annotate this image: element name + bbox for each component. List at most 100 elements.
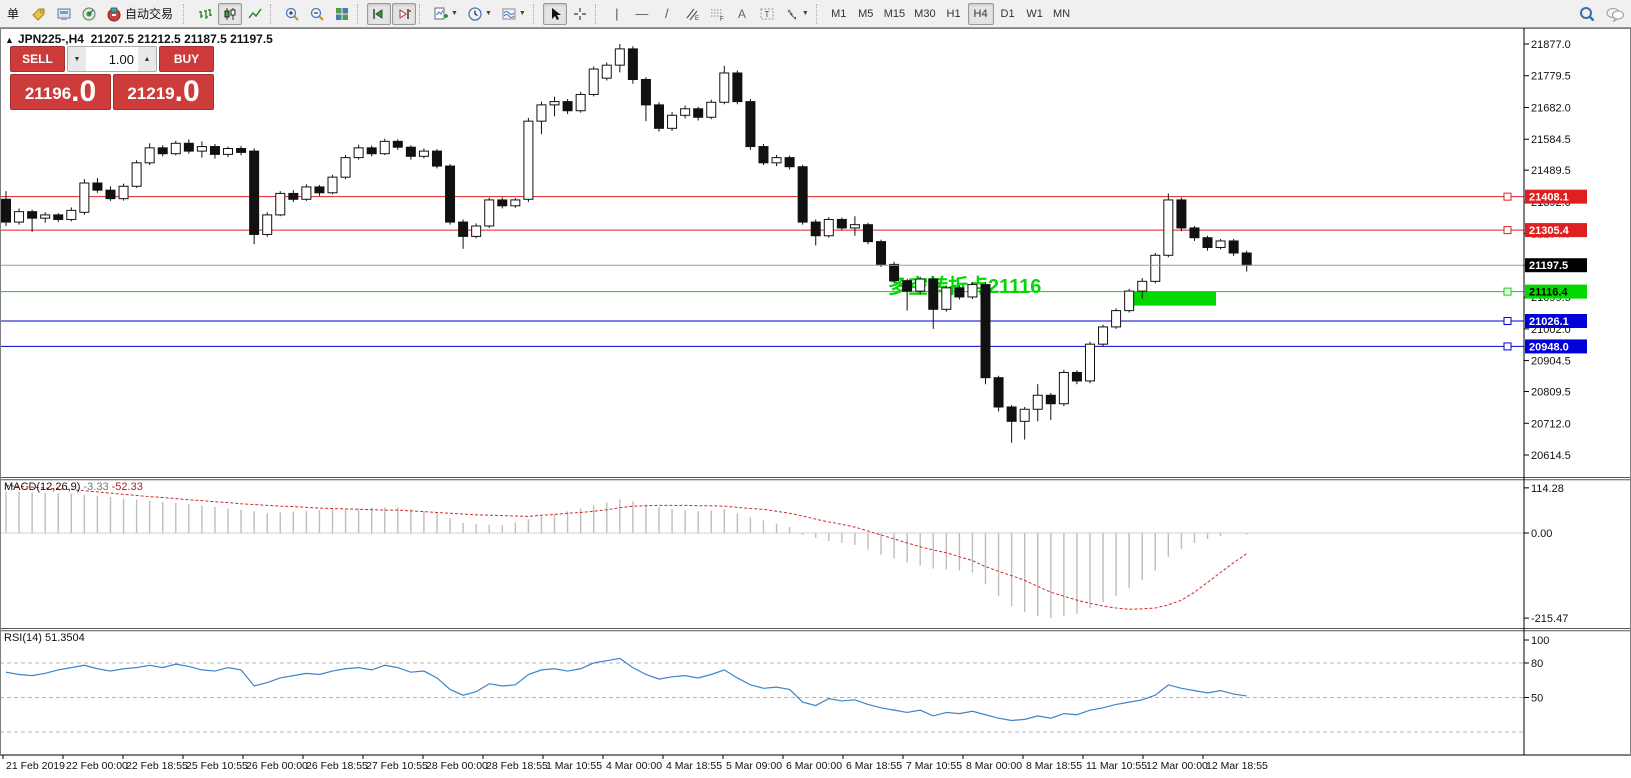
timeframe-h1[interactable]: H1 — [946, 7, 961, 20]
cursor-button[interactable] — [542, 2, 567, 25]
time-tick-label: 11 Mar 10:55 — [1086, 760, 1147, 772]
history-button[interactable] — [52, 3, 76, 25]
candle — [27, 209, 38, 232]
horizontal-line-tool[interactable]: — — [635, 6, 649, 21]
candle — [196, 141, 207, 158]
channel-tool[interactable]: E — [680, 3, 704, 25]
search-button[interactable] — [1574, 3, 1600, 25]
vertical-line-tool[interactable]: | — [615, 6, 619, 21]
time-tick-label: 26 Feb 00:00 — [246, 760, 308, 772]
candle — [497, 197, 508, 209]
candle-chart-button[interactable] — [218, 2, 243, 25]
chart-shift-button[interactable] — [392, 2, 417, 25]
candle — [1150, 253, 1161, 284]
candle — [654, 102, 664, 132]
arrows-icon — [787, 9, 796, 20]
timeframe-m5[interactable]: M5 — [858, 7, 874, 20]
price-tick-label: 21489.5 — [1531, 165, 1571, 177]
highlight-rectangle[interactable] — [1130, 291, 1216, 306]
chart-shift-icon — [399, 8, 412, 19]
price-hline[interactable] — [0, 287, 1524, 296]
text-label-tool[interactable]: T — [755, 3, 779, 25]
toolbar-separator — [815, 3, 823, 24]
price-hline[interactable] — [0, 342, 1524, 351]
candle — [40, 212, 51, 223]
time-tick-label: 25 Feb 10:55 — [186, 760, 248, 772]
candle — [431, 149, 442, 169]
candle — [588, 66, 599, 97]
timeframe-m30[interactable]: M30 — [914, 7, 936, 20]
templates-button[interactable]: ▼ — [497, 3, 530, 25]
sell-button[interactable]: SELL — [10, 46, 65, 72]
volume-increase-button[interactable]: ▲ — [138, 47, 156, 71]
timeframe-m15[interactable]: M15 — [883, 7, 906, 20]
candle-chart-icon — [224, 7, 236, 20]
candle — [915, 276, 926, 295]
bar-chart-button[interactable] — [193, 3, 217, 25]
collapse-trade-panel-toggle[interactable]: ▲ — [5, 35, 14, 45]
candle — [849, 216, 860, 236]
cursor-icon — [551, 7, 561, 20]
rsi-pane — [0, 657, 1524, 733]
line-chart-button[interactable] — [243, 3, 267, 25]
candle — [458, 219, 469, 249]
timeframe-w1[interactable]: W1 — [1026, 7, 1043, 20]
annotation-text[interactable]: 多空转折点21116 — [888, 274, 1041, 298]
macd-tick-label: 0.00 — [1531, 528, 1552, 540]
fibonacci-tool[interactable]: F — [705, 3, 729, 25]
candle — [392, 139, 403, 150]
auto-scroll-button[interactable] — [367, 2, 392, 25]
auto-scroll-icon — [373, 8, 383, 19]
price-tick-label: 21584.5 — [1531, 134, 1571, 146]
new-order-button[interactable]: 单 — [6, 7, 19, 21]
tile-windows-button[interactable] — [330, 3, 354, 25]
candle — [745, 99, 756, 150]
add-indicator-button[interactable]: ▼ — [429, 3, 462, 25]
text-label-icon: T — [760, 8, 774, 19]
crosshair-button[interactable] — [568, 3, 592, 25]
time-tick-label: 28 Feb 00:00 — [426, 760, 488, 772]
timeframe-d1[interactable]: D1 — [1000, 7, 1015, 20]
crosshair-icon — [573, 7, 586, 20]
alerts-button[interactable] — [77, 3, 101, 25]
candle — [170, 140, 181, 156]
price-hline[interactable] — [0, 192, 1524, 201]
tag-icon-button[interactable] — [27, 3, 51, 25]
chat-button[interactable] — [1601, 3, 1629, 25]
candle — [209, 143, 220, 159]
candle — [1137, 278, 1148, 299]
zoom-in-button[interactable] — [280, 3, 304, 25]
timeframe-mn[interactable]: MN — [1053, 7, 1071, 20]
candle — [223, 146, 234, 157]
timeframe-m1[interactable]: M1 — [831, 7, 847, 20]
chart-window: 多空转折点21116 21877.0 21779.5 21682.0 21584.5 21… — [0, 28, 1631, 778]
autotrade-button[interactable]: 自动交易 — [102, 3, 180, 25]
chevron-down-icon: ▼ — [518, 10, 526, 17]
candle — [1084, 341, 1095, 384]
candle — [732, 70, 743, 105]
periods-button[interactable]: ▼ — [463, 3, 496, 25]
price-tag: 21305.4 — [1525, 223, 1587, 238]
arrows-tool[interactable]: ▼ — [780, 3, 813, 25]
time-tick-label: 27 Feb 10:55 — [366, 760, 428, 772]
timeframe-h4[interactable]: H4 — [967, 2, 994, 25]
price-hline[interactable] — [0, 317, 1524, 326]
buy-button[interactable]: BUY — [159, 46, 214, 72]
trendline-tool[interactable]: / — [665, 6, 669, 21]
chart-objects[interactable]: 多空转折点21116 — [0, 192, 1524, 351]
candle — [1, 191, 11, 226]
price-hline[interactable] — [0, 226, 1524, 235]
volume-input[interactable] — [86, 47, 138, 71]
price-tag: 21197.5 — [1525, 258, 1587, 273]
candle — [562, 99, 573, 114]
zoom-out-button[interactable] — [305, 3, 329, 25]
chart-canvas[interactable]: 多空转折点21116 21877.0 21779.5 21682.0 21584.5 21… — [0, 28, 1631, 778]
candle — [810, 219, 821, 246]
candle — [418, 148, 429, 159]
price-axis[interactable]: 21877.021779.521682.021584.521489.521392… — [1523, 28, 1587, 755]
price-tag: 21116.4 — [1525, 284, 1587, 299]
fibonacci-icon: F — [710, 9, 724, 22]
text-tool[interactable]: A — [737, 6, 746, 21]
volume-decrease-button[interactable]: ▼ — [68, 47, 86, 71]
